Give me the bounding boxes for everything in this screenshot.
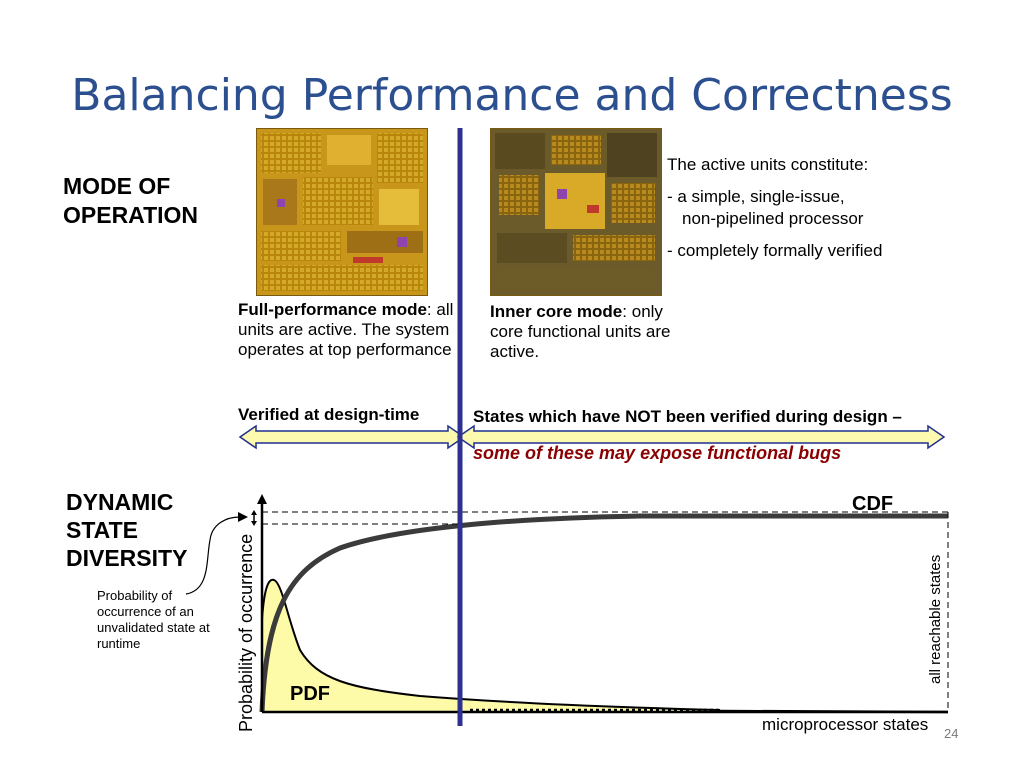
page-number: 24 [944, 726, 959, 741]
active-units-intro: The active units constitute: [667, 155, 869, 174]
reachable-states-label: all reachable states [927, 555, 944, 684]
dynamic-label-line2: STATE [66, 517, 138, 543]
dynamic-label-line1: DYNAMIC [66, 489, 174, 515]
dynamic-state-diversity-label: DYNAMIC STATE DIVERSITY [66, 488, 236, 572]
not-verified-states-label: States which have NOT been verified duri… [473, 407, 902, 426]
inner-core-chip-image [490, 128, 662, 296]
unverified-range-arrow [456, 424, 946, 450]
inner-mode-text: only core functional units are active. [490, 302, 671, 361]
mode-label-line2: OPERATION [63, 202, 199, 228]
x-axis-label: microprocessor states [762, 715, 928, 734]
active-units-item1-line1: - a simple, single-issue, [667, 187, 845, 206]
callout-arrowhead [238, 512, 248, 522]
full-mode-text: all units are active. The system operate… [238, 300, 454, 359]
active-units-item1-line2: non-pipelined processor [682, 209, 864, 228]
verified-at-design-time-label: Verified at design-time [238, 405, 420, 424]
active-units-note: The active units constitute: - a simple,… [667, 154, 967, 272]
inner-mode-heading: Inner core mode [490, 302, 623, 321]
bracket-arrow-bottom [251, 521, 257, 526]
pdf-area [262, 579, 720, 712]
active-units-item1: - a simple, single-issue, non-pipelined … [667, 186, 967, 230]
inner-core-description: Inner core mode: only core functional un… [490, 302, 690, 362]
mode-label-line1: MODE OF [63, 173, 171, 199]
full-performance-description: Full-performance mode: all units are act… [238, 300, 458, 360]
probability-callout-arrow [185, 516, 241, 595]
y-axis-arrowhead [257, 494, 267, 504]
pdf-curve [261, 578, 721, 711]
verified-range-arrow [238, 424, 466, 450]
cdf-curve [259, 513, 948, 713]
probability-note: Probability of occurrence of an unvalida… [97, 588, 210, 651]
full-mode-colon: : [426, 300, 432, 319]
dynamic-label-line3: DIVERSITY [66, 545, 188, 571]
bracket-arrow-top [251, 510, 257, 515]
mode-of-operation-label: MODE OF OPERATION [63, 172, 233, 230]
page-title: Balancing Performance and Correctness [71, 70, 953, 121]
inner-mode-colon: : [622, 302, 627, 321]
active-units-item2: - completely formally verified [667, 241, 883, 260]
cdf-label: CDF [852, 493, 893, 515]
full-mode-heading: Full-performance mode [238, 300, 427, 319]
full-performance-chip-image [256, 128, 428, 296]
y-axis-label: Probability of occurrence [236, 534, 256, 732]
functional-bugs-label: some of these may expose functional bugs [473, 443, 842, 463]
pdf-label: PDF [290, 683, 330, 705]
